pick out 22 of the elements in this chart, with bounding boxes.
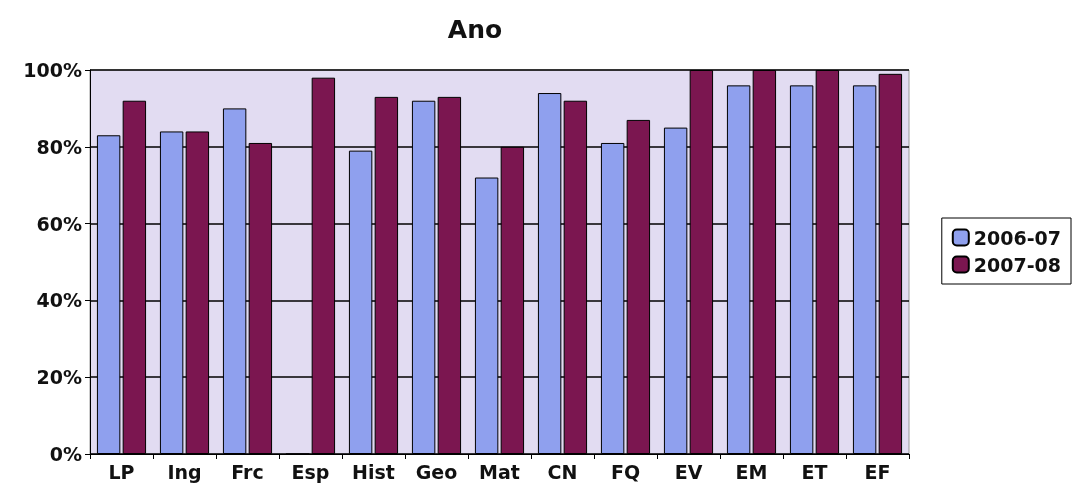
y-tick-label: 20% (36, 366, 82, 389)
x-tick-label: EM (735, 460, 768, 483)
x-tick-label: LP (108, 460, 135, 483)
y-tick-label: 0% (49, 443, 82, 465)
legend-label: 2006-07 (973, 226, 1062, 249)
chart-title: Ano (447, 15, 503, 44)
x-tick-label: EV (674, 460, 703, 483)
x-tick-label: Hist (352, 460, 395, 483)
x-tick-label: Mat (479, 460, 520, 483)
x-tick-label: ET (801, 460, 828, 483)
x-tick-label: EF (864, 460, 891, 483)
x-tick-label: Esp (291, 460, 330, 483)
x-tick-label: Frc (231, 460, 264, 483)
legend-label: 2007-08 (973, 253, 1062, 276)
x-tick-label: Ing (167, 460, 202, 483)
x-tick-label: Geo (415, 460, 458, 483)
y-tick-label: 60% (36, 212, 82, 235)
x-tick-label: FQ (610, 460, 641, 483)
y-tick-label: 100% (23, 59, 82, 81)
x-tick-label: CN (547, 460, 578, 483)
y-tick-label: 80% (36, 135, 82, 158)
y-tick-label: 40% (36, 289, 82, 312)
